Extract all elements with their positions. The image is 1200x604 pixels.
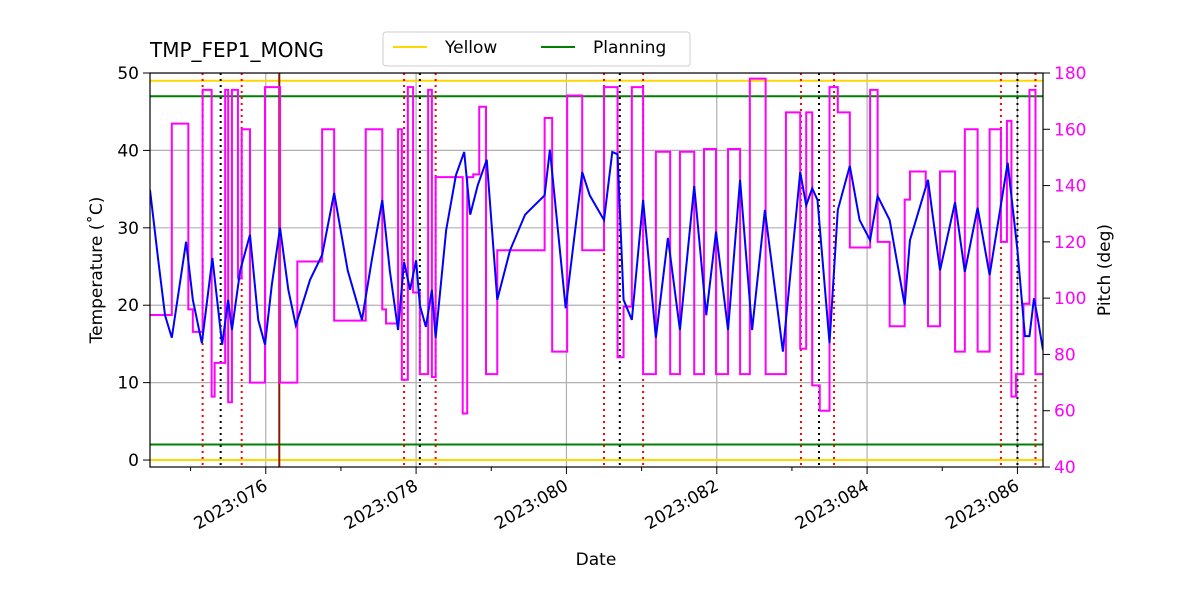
y2-tick-label: 40 — [1054, 458, 1076, 478]
y2-tick-label: 100 — [1054, 289, 1086, 309]
plot-area — [150, 73, 1043, 467]
legend-label: Planning — [593, 38, 666, 58]
y-tick-label: 40 — [117, 141, 139, 161]
y2-tick-label: 140 — [1054, 177, 1086, 197]
y2-tick-label: 120 — [1054, 233, 1086, 253]
y2-tick-label: 160 — [1054, 120, 1086, 140]
legend-box — [382, 31, 691, 67]
y-axis-label: Temperature (˚C) — [86, 197, 107, 345]
legend-label: Yellow — [444, 38, 497, 58]
y-tick-label: 20 — [117, 296, 139, 316]
temperature-line — [150, 149, 1043, 352]
y2-tick-label: 80 — [1054, 345, 1076, 365]
y-tick-label: 30 — [117, 219, 139, 239]
y-tick-label: 0 — [128, 451, 139, 471]
y2-tick-label: 180 — [1054, 64, 1086, 84]
chart-title: TMP_FEP1_MONG — [149, 38, 324, 62]
y2-tick-label: 60 — [1054, 402, 1076, 422]
x-axis-label: Date — [576, 550, 617, 570]
plot-frame — [149, 72, 1044, 468]
y-tick-label: 10 — [117, 374, 139, 394]
y2-axis-label: Pitch (deg) — [1095, 224, 1115, 316]
y-tick-label: 50 — [117, 64, 139, 84]
